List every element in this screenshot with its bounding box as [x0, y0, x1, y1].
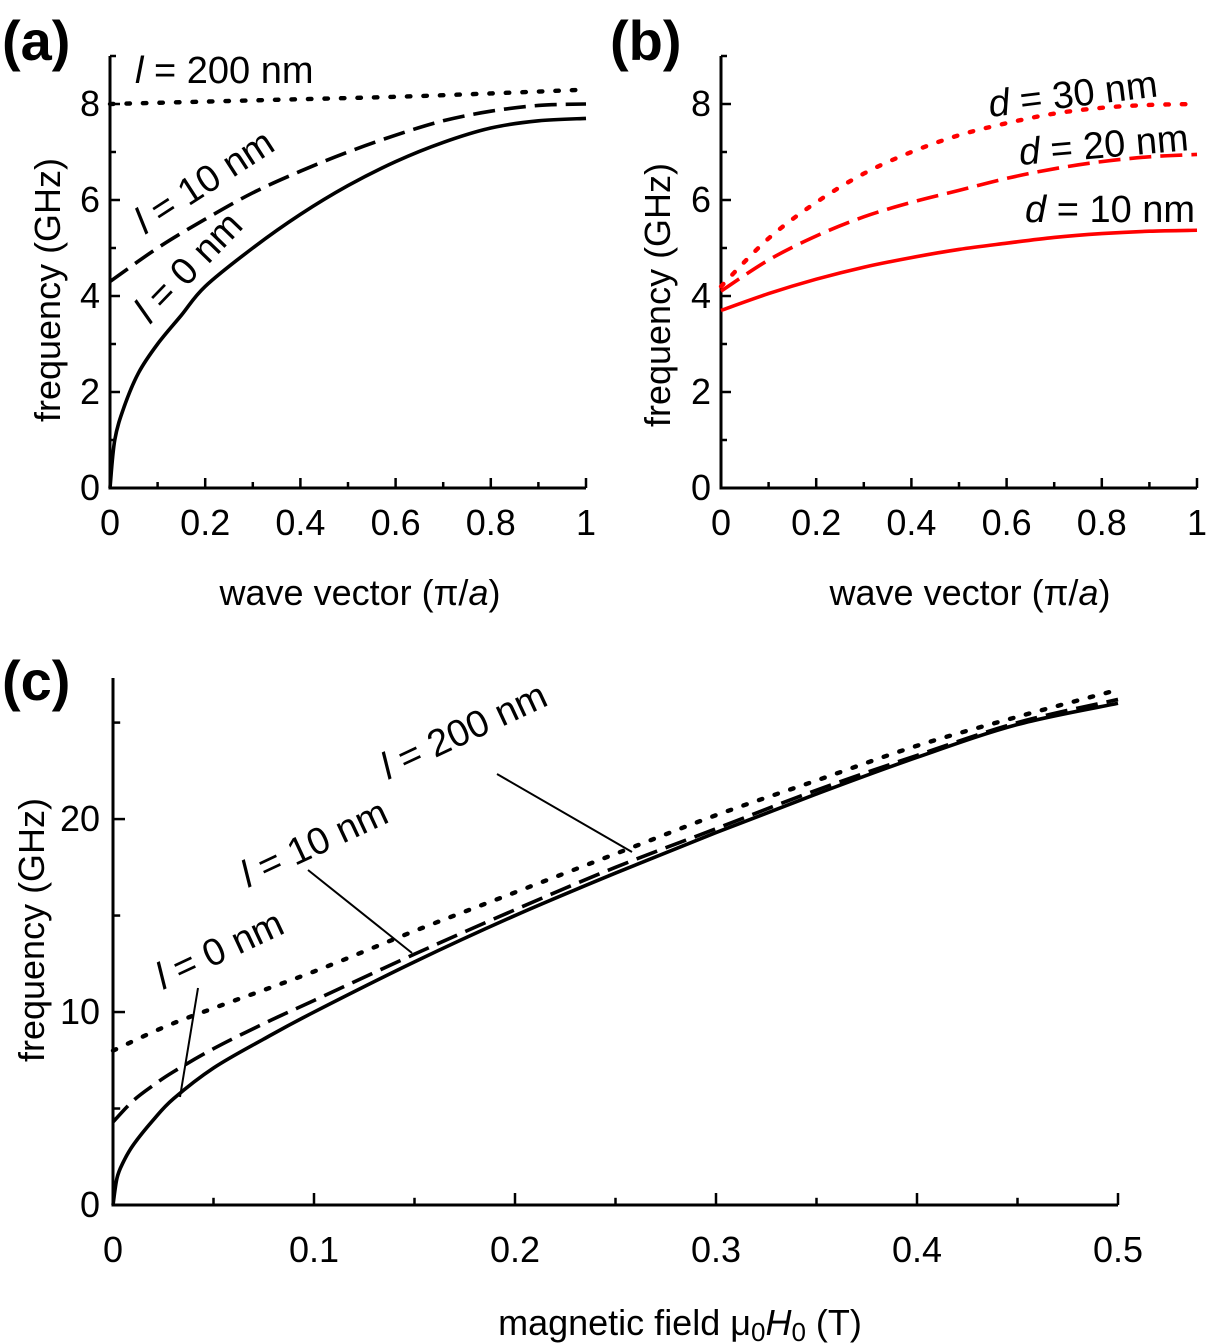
panel-a-xtick-label: 0.8: [466, 502, 516, 543]
panel-a-annot-l200-rest: = 200 nm: [143, 50, 313, 92]
panel-b-series-solid-line: [720, 228, 1198, 313]
panel-a-ticks: 0 0.2 0.4 0.6 0.8 1 0 2 4 6 8: [80, 54, 596, 543]
panel-a-ylabel: frequency (GHz): [27, 158, 68, 422]
panel-a-series-solid-line: [108, 116, 587, 489]
panel-b-ytick-label: 2: [691, 371, 711, 412]
panel-c-ytick-label: 10: [60, 991, 100, 1032]
panel-c-annot-l0-rest: = 0 nm: [157, 903, 291, 995]
panel-a-letter: (a): [2, 9, 70, 72]
panel-a-xlabel: wave vector (π/a): [219, 572, 501, 613]
panel-b-xlabel-var: a: [1078, 572, 1098, 613]
panel-c-annot-l200-rest: = 200 nm: [382, 675, 554, 785]
panel-c-ytick-label: 20: [60, 798, 100, 839]
panel-b-annot-d10-rest: = 10 nm: [1046, 189, 1195, 231]
panel-b-xtick-label: 0.2: [791, 502, 841, 543]
panel-c-leader-l200: [496, 773, 633, 853]
panel-b-series-dashed-line: [720, 152, 1198, 293]
panel-c-series: [110, 687, 1121, 1206]
panel-c-xtick-label: 0.4: [892, 1229, 942, 1270]
panel-a-series-dashed-line: [108, 102, 587, 284]
panel-a-xlabel-tail: ): [488, 572, 500, 613]
panel-c-ylabel: frequency (GHz): [11, 798, 52, 1062]
panel-a-ytick-label: 6: [80, 179, 100, 220]
panel-a-ytick-label: 0: [80, 467, 100, 508]
panel-c: (c) 0 0.1 0.2 0.3 0.4 0.5 0 10 20 frequency (GHz…: [2, 649, 1143, 1344]
panel-b-annot-d30: d = 30 nm: [986, 64, 1160, 126]
panel-b-series-dotted-line: [718, 101, 1200, 289]
panel-a-annot-l200: l = 200 nm: [135, 50, 314, 92]
panel-a-annot-l200-var: l: [135, 50, 145, 92]
panel-b-annot-d20-rest: = 20 nm: [1038, 117, 1190, 172]
panel-b-xtick-label: 1: [1187, 502, 1207, 543]
panel-b-ticks: 0 0.2 0.4 0.6 0.8 1 0 2 4 6 8: [691, 54, 1207, 543]
panel-c-xtick-label: 0.5: [1093, 1229, 1143, 1270]
panel-b-series: [718, 101, 1200, 313]
panel-c-series-dotted-line: [110, 687, 1121, 1053]
panel-b-annot-d20: d = 20 nm: [1017, 117, 1190, 174]
panel-b-xtick-label: 0.4: [886, 502, 936, 543]
panel-b-xlabel-main: wave vector (π/: [829, 572, 1079, 613]
panel-b-xlabel: wave vector (π/a): [829, 572, 1111, 613]
panel-c-series-solid-line: [111, 701, 1119, 1206]
panel-b-ytick-label: 4: [691, 275, 711, 316]
panel-c-xtick-label: 0: [103, 1229, 123, 1270]
panel-a-xtick-label: 0.4: [275, 502, 325, 543]
panel-c-ticks: 0 0.1 0.2 0.3 0.4 0.5 0 10 20: [60, 721, 1143, 1270]
panel-a-xtick-label: 0.2: [180, 502, 230, 543]
panel-b-ytick-label: 8: [691, 83, 711, 124]
panel-c-ytick-label: 0: [80, 1184, 100, 1225]
panel-c-leader-l0: [179, 987, 199, 1098]
panel-b-xtick-label: 0: [711, 502, 731, 543]
panel-a-ytick-label: 2: [80, 371, 100, 412]
panel-c-letter: (c): [2, 649, 70, 712]
panel-b-ytick-label: 0: [691, 467, 711, 508]
panel-a-xlabel-var: a: [468, 572, 488, 613]
panel-c-xtick-label: 0.3: [691, 1229, 741, 1270]
panel-c-xtick-label: 0.2: [490, 1229, 540, 1270]
panel-b-annot-d10-var: d: [1025, 189, 1048, 231]
panel-a-series: [107, 87, 589, 489]
panel-c-series-dashed-line: [111, 697, 1119, 1124]
panel-b-letter: (b): [610, 9, 682, 72]
panel-a-ytick-label: 4: [80, 275, 100, 316]
panel-b-annot-d30-rest: = 30 nm: [1007, 64, 1160, 124]
panel-c-leader-l10: [307, 869, 413, 954]
panel-c-annot-l10: l = 10 nm: [234, 792, 394, 897]
panel-a-xtick-label: 0.6: [371, 502, 421, 543]
panel-c-annot-l200: l = 200 nm: [374, 675, 554, 789]
panel-a-xlabel-main: wave vector (π/: [219, 572, 469, 613]
panel-b-xtick-label: 0.8: [1077, 502, 1127, 543]
panel-c-xtick-label: 0.1: [289, 1229, 339, 1270]
panel-c-annot-l0: l = 0 nm: [149, 903, 290, 999]
panel-a-xtick-label: 1: [576, 502, 596, 543]
panel-a-xtick-label: 0: [100, 502, 120, 543]
panel-a-ytick-label: 8: [80, 83, 100, 124]
panel-b-annot-d10: d = 10 nm: [1025, 189, 1195, 231]
panel-b-ytick-label: 6: [691, 179, 711, 220]
panel-c-xlabel: magnetic field μ0H0 (T): [498, 1302, 862, 1344]
panel-b-xtick-label: 0.6: [982, 502, 1032, 543]
panel-a-series-dotted-line: [107, 87, 589, 107]
panel-b-ylabel: frequency (GHz): [637, 163, 678, 427]
panel-b-xlabel-tail: ): [1098, 572, 1110, 613]
